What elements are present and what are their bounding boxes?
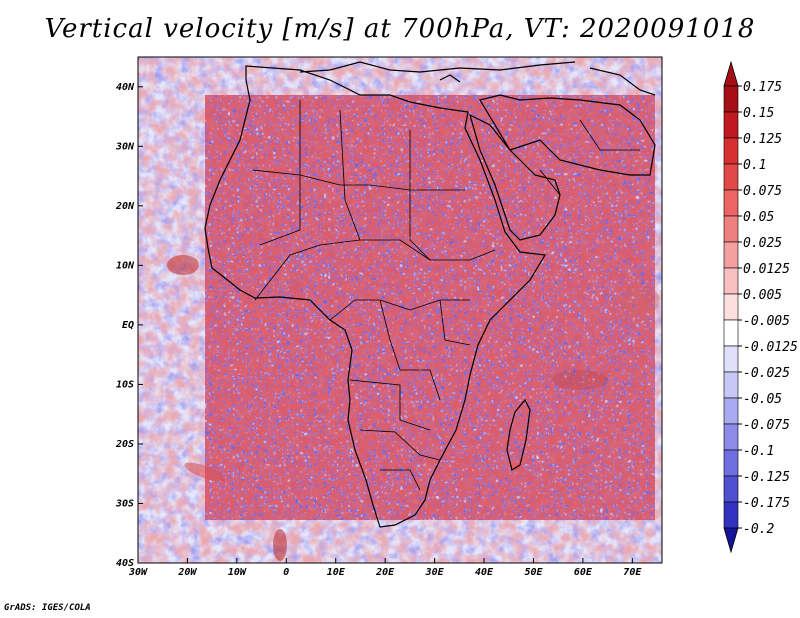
- colorbar-swatch: [723, 267, 739, 295]
- colorbar-swatch: [723, 371, 739, 399]
- colorbar-label: 0.05: [743, 210, 774, 225]
- colorbar-label: 0.0125: [743, 262, 790, 277]
- colorbar-label: 0.005: [743, 288, 782, 303]
- colorbar-label: 0.025: [743, 236, 782, 251]
- vertical-velocity-field: [138, 57, 662, 563]
- colorbar-label: -0.175: [743, 496, 790, 511]
- colorbar-swatch: [723, 397, 739, 425]
- coastlines: [204, 61, 656, 528]
- lat-tick-label: EQ: [122, 320, 134, 331]
- country-borders: [251, 100, 640, 491]
- colorbar-label: -0.05: [743, 392, 782, 407]
- colorbar-label: 0.125: [743, 132, 782, 147]
- lat-tick-label: 10N: [116, 260, 135, 271]
- colorbar-label: -0.075: [743, 418, 790, 433]
- colorbar-swatch: [723, 85, 739, 113]
- colorbar-label: 0.1: [743, 158, 766, 173]
- land-convection-pattern: [205, 95, 655, 520]
- lon-tick-label: 50E: [524, 567, 543, 578]
- colorbar-swatch: [723, 111, 739, 139]
- colorbar: 0.175 0.15 0.125 0.1 0.075 0.05 0.025 0.0125 0.0…: [723, 60, 798, 554]
- lon-tick-label: 10W: [228, 567, 247, 578]
- colorbar-swatch: [723, 501, 739, 529]
- colorbar-swatch: [723, 345, 739, 373]
- colorbar-swatch: [723, 215, 739, 243]
- colorbar-swatch: [723, 137, 739, 165]
- colorbar-swatch: [723, 189, 739, 217]
- colorbar-label: -0.005: [743, 314, 790, 329]
- colorbar-swatch: [723, 293, 739, 321]
- longitude-axis: 30W 20W 10W 0 10E 20E 30E 40E 50E 60E 70E: [128, 558, 642, 578]
- colorbar-top-arrow: [723, 60, 739, 87]
- lon-tick-label: 30W: [128, 567, 148, 578]
- colorbar-label: -0.125: [743, 470, 790, 485]
- lon-tick-label: 20E: [375, 567, 395, 578]
- map-frame: [137, 56, 663, 564]
- colorbar-label: 0.175: [743, 80, 782, 95]
- lat-tick-label: 20S: [115, 439, 134, 450]
- map-title: Vertical velocity [m/s] at 700hPa, VT: 2…: [44, 14, 756, 44]
- colorbar-swatch: [723, 423, 739, 451]
- colorbar-label: 0.075: [743, 184, 782, 199]
- lat-tick-label: 40S: [116, 558, 134, 569]
- lon-tick-label: 60E: [574, 567, 593, 578]
- lon-tick-label: 10E: [327, 567, 346, 578]
- lat-tick-label: 10S: [116, 379, 134, 390]
- latitude-axis: 40N 30N 20N 10N EQ 10S 20S 30S 40S: [115, 82, 143, 569]
- colorbar-label: -0.0125: [743, 340, 798, 355]
- colorbar-swatch: [723, 475, 739, 503]
- colorbar-label: -0.025: [743, 366, 790, 381]
- lon-tick-label: 20W: [177, 567, 197, 578]
- colorbar-swatch: [723, 449, 739, 477]
- colorbar-label: -0.1: [743, 444, 774, 459]
- colorbar-swatch: [723, 241, 739, 269]
- lon-tick-label: 0: [283, 567, 289, 578]
- lat-tick-label: 20N: [115, 201, 135, 212]
- colorbar-swatch: [723, 319, 739, 347]
- colorbar-label: 0.15: [743, 106, 774, 121]
- lon-tick-label: 40E: [475, 567, 494, 578]
- lon-tick-label: 70E: [623, 567, 642, 578]
- tropical-disturbance: [167, 255, 199, 275]
- colorbar-swatch: [723, 163, 739, 191]
- lat-tick-label: 30S: [115, 498, 134, 509]
- colorbar-bottom-arrow: [723, 527, 739, 554]
- colorbar-label: -0.2: [743, 522, 774, 537]
- lat-tick-label: 40N: [116, 82, 135, 93]
- lon-tick-label: 30E: [425, 567, 445, 578]
- lat-tick-label: 30N: [115, 141, 135, 152]
- grads-credit: GrADS: IGES/COLA: [4, 603, 91, 613]
